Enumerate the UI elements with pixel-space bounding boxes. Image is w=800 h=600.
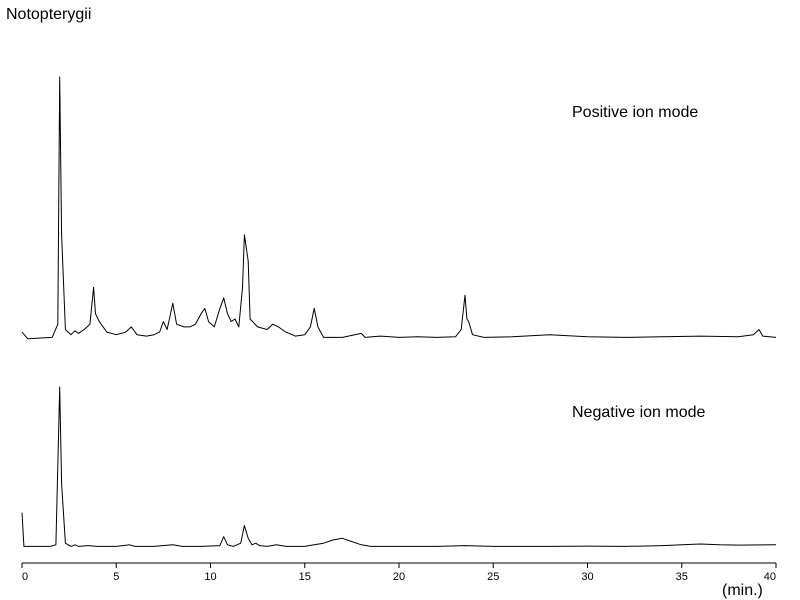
x-tick-label-40: 40 — [764, 571, 776, 583]
series-line-positive — [21, 76, 777, 340]
x-tick-label-0: 0 — [22, 571, 28, 583]
x-axis: 0 5 10 15 20 25 30 35 40 — [21, 562, 777, 583]
x-tick-label-25: 25 — [487, 571, 499, 583]
series-label-negative: Negative ion mode — [572, 404, 706, 421]
traces-group — [21, 76, 777, 547]
x-tick-label-30: 30 — [581, 571, 593, 583]
chart-title: Notopterygii — [6, 6, 92, 23]
x-tick-label-20: 20 — [393, 571, 405, 583]
x-axis-unit-label: (min.) — [722, 582, 763, 599]
x-tick-label-15: 15 — [299, 571, 311, 583]
x-tick-label-10: 10 — [204, 571, 216, 583]
x-tick-label-5: 5 — [113, 571, 119, 583]
series-label-positive: Positive ion mode — [572, 104, 698, 121]
series-line-negative — [21, 386, 777, 547]
series-labels-group: Positive ion mode Negative ion mode — [572, 104, 706, 421]
x-tick-label-35: 35 — [676, 571, 688, 583]
